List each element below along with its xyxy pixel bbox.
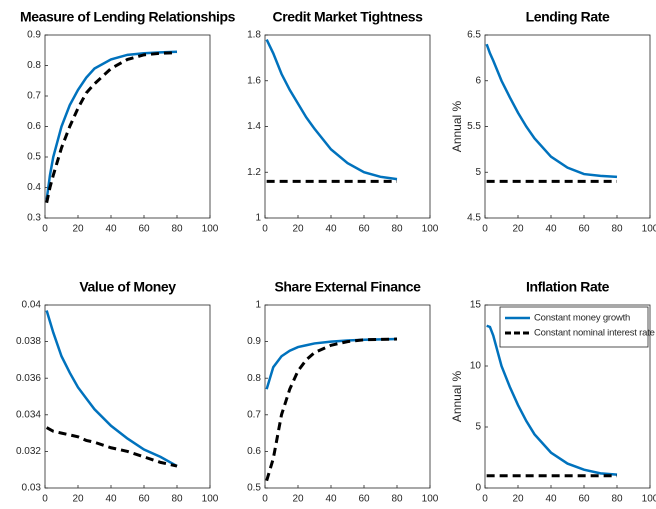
x-tick-label: 20	[72, 494, 84, 505]
series-line	[485, 43, 618, 179]
x-tick-label: 60	[358, 494, 370, 505]
x-tick-label: 60	[138, 494, 150, 505]
series-line	[45, 50, 178, 200]
x-tick-label: 20	[292, 494, 304, 505]
x-tick-label: 80	[611, 224, 623, 235]
series-line	[486, 324, 618, 476]
y-tick-label: 0.036	[16, 373, 41, 384]
x-tick-label: 20	[512, 494, 524, 505]
y-tick-label: 0	[475, 483, 481, 494]
y-tick-label: 1	[255, 213, 261, 224]
y-tick-label: 0.6	[247, 446, 261, 457]
y-tick-label: 0.6	[27, 121, 41, 132]
x-tick-label: 40	[545, 224, 557, 235]
x-tick-label: 100	[202, 224, 219, 235]
series-line	[265, 39, 398, 181]
x-tick-label: 20	[72, 224, 84, 235]
legend-box	[499, 306, 649, 348]
y-tick-label: 0.8	[247, 373, 261, 384]
x-tick-label: 40	[325, 494, 337, 505]
legend-label: Constant nominal interest rate	[534, 328, 655, 339]
plot-area	[264, 34, 431, 219]
x-tick-label: 60	[138, 224, 150, 235]
y-axis-label: Annual %	[450, 370, 464, 422]
x-tick-label: 40	[325, 224, 337, 235]
x-tick-label: 80	[611, 494, 623, 505]
y-tick-label: 0.4	[27, 182, 41, 193]
y-tick-label: 0.7	[27, 91, 41, 102]
x-tick-label: 100	[642, 494, 656, 505]
y-tick-label: 1.2	[247, 167, 261, 178]
x-tick-label: 20	[292, 224, 304, 235]
x-tick-label: 80	[171, 224, 183, 235]
x-tick-label: 100	[422, 224, 439, 235]
series-line	[45, 310, 178, 468]
y-tick-label: 0.7	[247, 409, 261, 420]
y-tick-label: 1.8	[247, 30, 261, 41]
y-tick-label: 1.4	[247, 121, 261, 132]
x-tick-label: 0	[262, 224, 268, 235]
y-tick-label: 0.04	[22, 300, 42, 311]
x-tick-label: 0	[262, 494, 268, 505]
y-tick-label: 0.5	[247, 483, 261, 494]
x-tick-label: 100	[202, 494, 219, 505]
y-tick-label: 0.032	[16, 446, 41, 457]
series-line	[265, 337, 398, 390]
x-tick-label: 60	[578, 494, 590, 505]
y-tick-label: 5.5	[467, 121, 481, 132]
y-tick-label: 0.9	[247, 336, 261, 347]
x-tick-label: 100	[422, 494, 439, 505]
plot-area	[484, 34, 651, 219]
panel-title: Share External Finance	[274, 279, 421, 295]
x-tick-label: 40	[545, 494, 557, 505]
y-tick-label: 0.8	[27, 60, 41, 71]
y-tick-label: 5	[475, 422, 481, 433]
legend-label: Constant money growth	[534, 313, 630, 324]
series-line	[45, 51, 178, 204]
x-tick-label: 40	[105, 494, 117, 505]
y-tick-label: 5	[475, 167, 481, 178]
panel-title: Credit Market Tightness	[272, 9, 423, 25]
y-tick-label: 15	[470, 300, 482, 311]
y-tick-label: 1.6	[247, 75, 261, 86]
x-tick-label: 60	[578, 224, 590, 235]
x-tick-label: 100	[642, 224, 656, 235]
plot-area	[264, 304, 431, 489]
y-axis-label: Annual %	[450, 100, 464, 152]
panel-title: Value of Money	[79, 279, 176, 295]
x-tick-label: 40	[105, 224, 117, 235]
x-tick-label: 20	[512, 224, 524, 235]
y-tick-label: 4.5	[467, 213, 481, 224]
y-tick-label: 6	[475, 75, 481, 86]
x-tick-label: 60	[358, 224, 370, 235]
y-tick-label: 10	[470, 361, 482, 372]
x-tick-label: 0	[482, 224, 488, 235]
series-line	[45, 426, 178, 468]
y-tick-label: 1	[255, 300, 261, 311]
plot-area	[44, 34, 211, 219]
y-tick-label: 6.5	[467, 30, 481, 41]
y-tick-label: 0.03	[22, 483, 42, 494]
y-tick-label: 0.5	[27, 152, 41, 163]
x-tick-label: 80	[171, 494, 183, 505]
x-tick-label: 0	[482, 494, 488, 505]
panel-title: Lending Rate	[526, 9, 610, 25]
panel-title: Measure of Lending Relationships	[20, 9, 236, 25]
panel-title: Inflation Rate	[526, 279, 610, 295]
y-tick-label: 0.038	[16, 336, 41, 347]
x-tick-label: 80	[391, 224, 403, 235]
y-tick-label: 0.9	[27, 30, 41, 41]
plot-area	[44, 304, 211, 489]
y-tick-label: 0.034	[16, 409, 41, 420]
x-tick-label: 80	[391, 494, 403, 505]
y-tick-label: 0.3	[27, 213, 41, 224]
x-tick-label: 0	[42, 224, 48, 235]
x-tick-label: 0	[42, 494, 48, 505]
